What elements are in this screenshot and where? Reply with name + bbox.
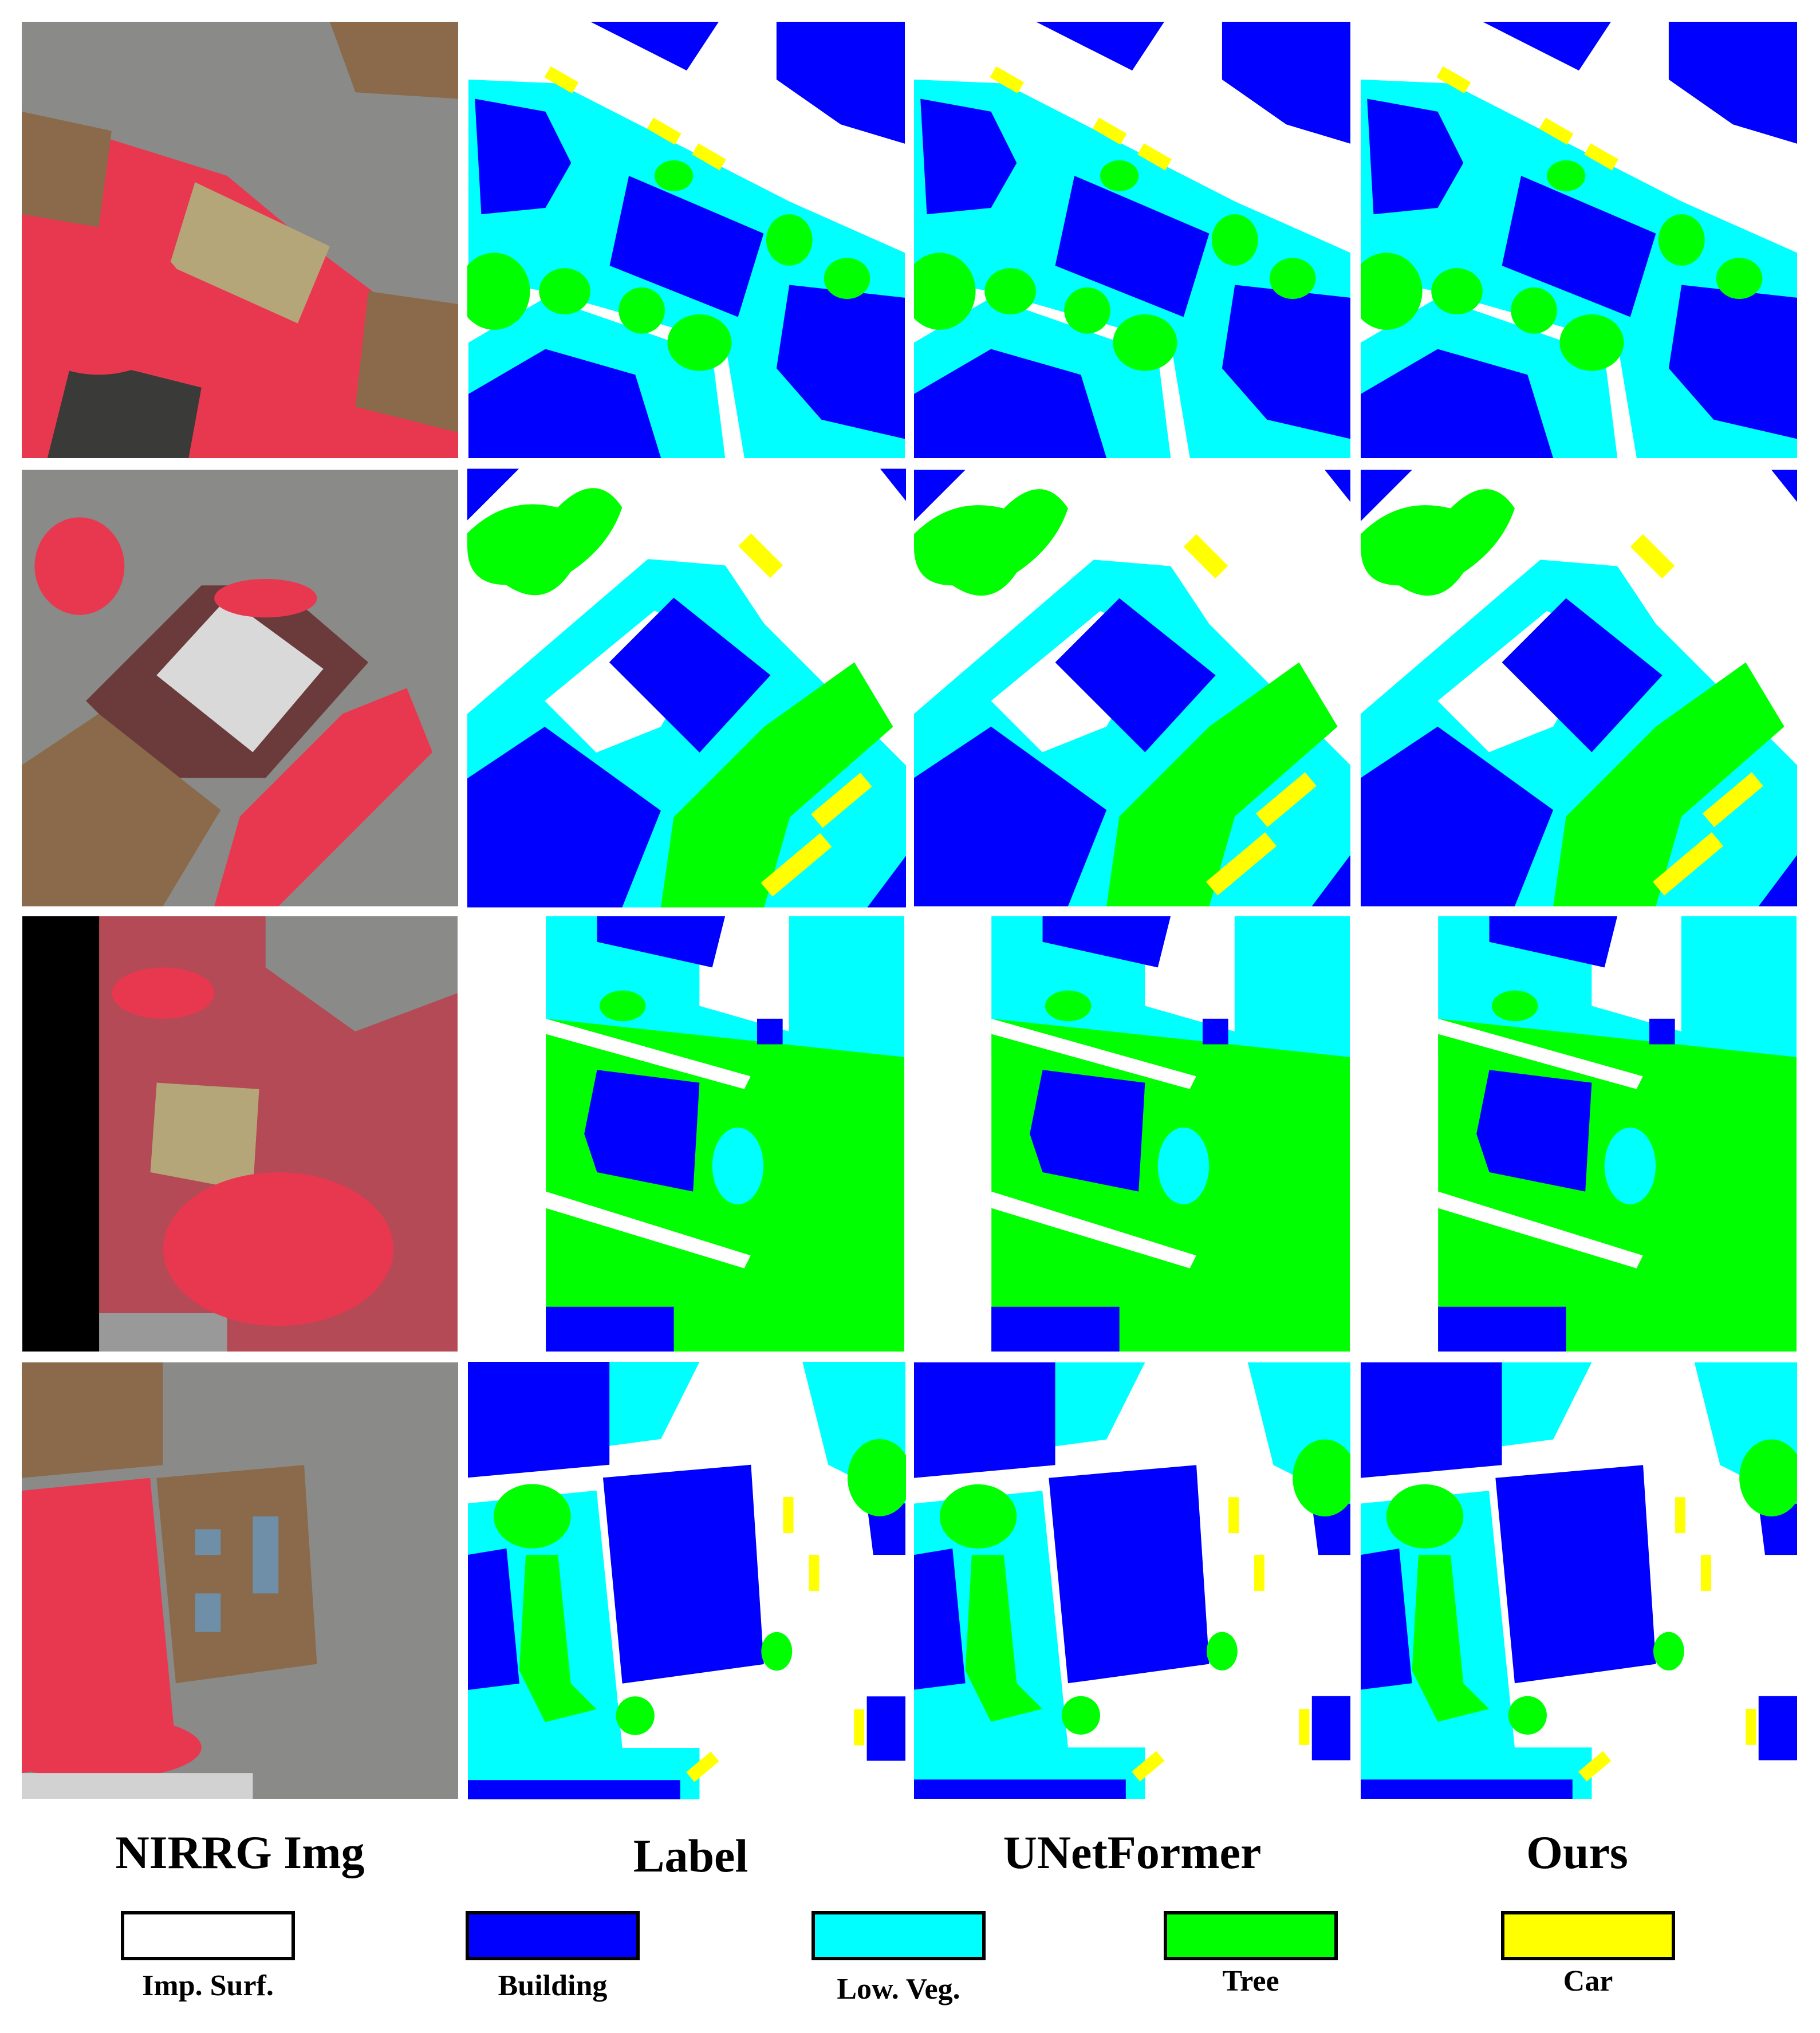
column-header: UNetFormer [1003,1826,1262,1878]
column-headers: NIRRG Img Label UNetFormer Ours [115,1826,1628,1882]
label-map [468,1362,906,1799]
ours-map [1361,916,1797,1352]
legend-swatch [811,1911,986,1960]
legend-swatch [1501,1911,1675,1960]
ours-map [1361,470,1797,907]
label-map [467,22,905,458]
legend-label: Building [498,1969,608,2002]
unetformer-map [914,1362,1350,1799]
legend-swatch [466,1911,640,1960]
ours-map [1361,22,1797,458]
legend-swatch [1164,1911,1338,1960]
ours-map [1361,1362,1797,1799]
legend-swatch [121,1911,295,1960]
unetformer-map [914,470,1350,907]
panels [22,22,1797,1799]
legend-label: Tree [1222,1965,1279,1997]
label-map [467,468,906,908]
nirrg-image [22,1362,458,1799]
nirrg-image [22,916,458,1352]
column-header: NIRRG Img [115,1826,364,1878]
legend: Imp. Surf. Building Low. Veg. Tree Car [121,1911,1675,2006]
legend-label: Low. Veg. [837,1973,960,2006]
unetformer-map [915,916,1350,1352]
label-map [469,916,904,1352]
legend-label: Car [1563,1965,1613,1997]
column-header: Ours [1526,1826,1628,1878]
nirrg-image [22,22,458,458]
legend-label: Imp. Surf. [142,1969,274,2002]
nirrg-image [22,470,458,907]
unetformer-map [914,22,1350,458]
column-header: Label [633,1830,748,1882]
